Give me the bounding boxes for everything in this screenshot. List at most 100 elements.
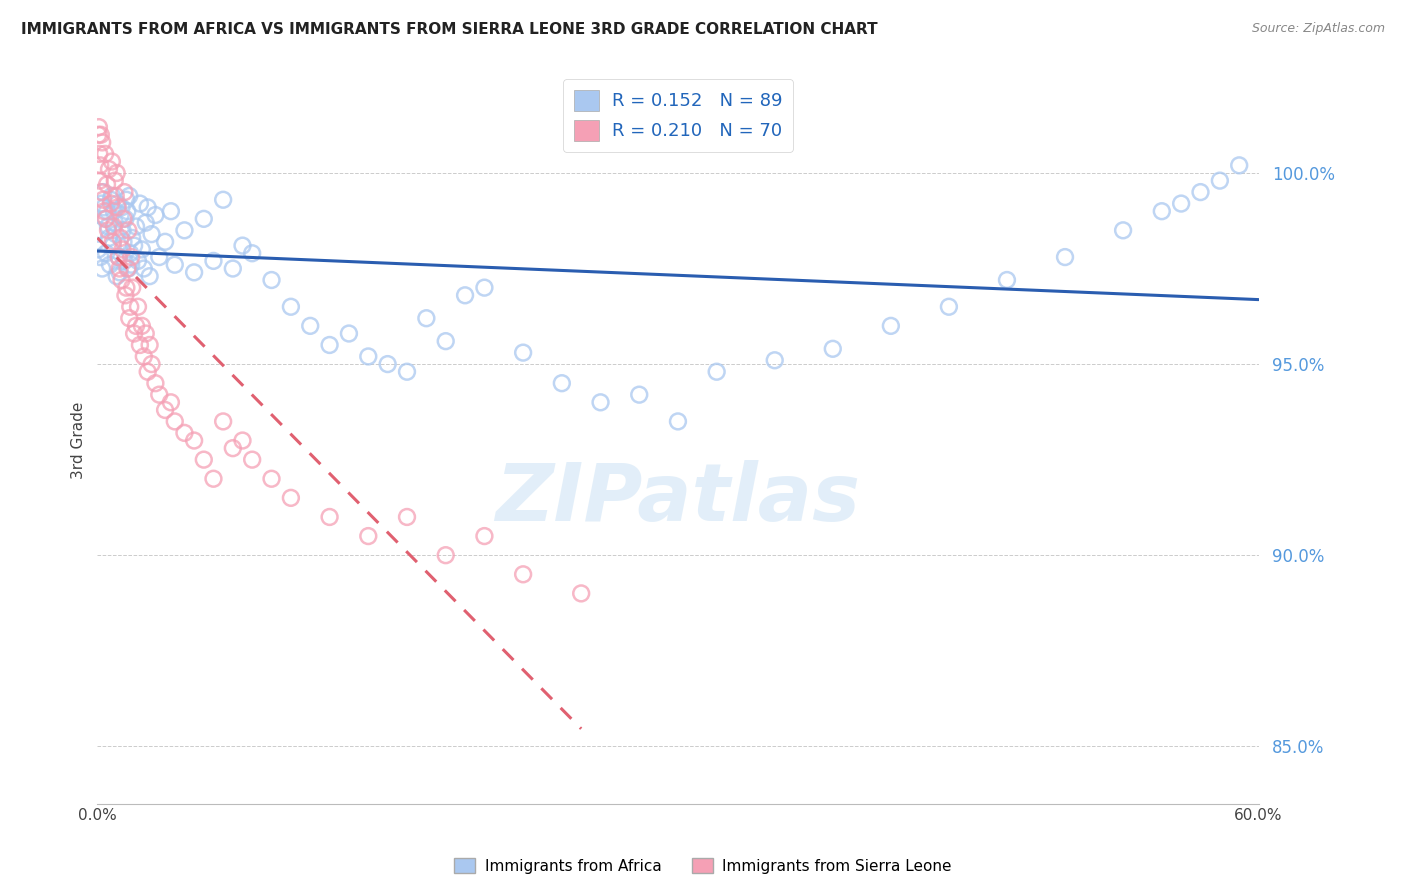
Point	[131, 243, 153, 257]
Point	[395, 365, 418, 379]
Point	[337, 326, 360, 341]
Point	[357, 350, 380, 364]
Point	[1150, 204, 1173, 219]
Point	[89, 174, 111, 188]
Point	[110, 200, 132, 214]
Point	[212, 414, 235, 428]
Point	[706, 365, 728, 379]
Point	[145, 208, 167, 222]
Point	[260, 273, 283, 287]
Text: ZIPatlas: ZIPatlas	[495, 459, 860, 538]
Point	[98, 258, 121, 272]
Point	[357, 529, 380, 543]
Point	[89, 147, 111, 161]
Point	[1209, 174, 1232, 188]
Point	[125, 318, 148, 333]
Point	[90, 185, 112, 199]
Point	[104, 216, 127, 230]
Point	[569, 586, 592, 600]
Point	[107, 250, 129, 264]
Point	[105, 269, 128, 284]
Point	[136, 365, 159, 379]
Point	[110, 273, 132, 287]
Point	[120, 300, 142, 314]
Point	[94, 147, 117, 161]
Point	[666, 414, 689, 428]
Point	[395, 510, 418, 524]
Point	[111, 243, 134, 257]
Point	[318, 338, 340, 352]
Point	[87, 128, 110, 142]
Point	[153, 403, 176, 417]
Point	[91, 261, 114, 276]
Point	[93, 200, 115, 214]
Point	[454, 288, 477, 302]
Point	[628, 387, 651, 401]
Point	[138, 338, 160, 352]
Point	[114, 288, 136, 302]
Point	[114, 253, 136, 268]
Point	[474, 280, 496, 294]
Point	[132, 350, 155, 364]
Point	[512, 567, 534, 582]
Point	[97, 231, 120, 245]
Point	[212, 193, 235, 207]
Point	[127, 300, 149, 314]
Point	[118, 311, 141, 326]
Point	[132, 261, 155, 276]
Point	[89, 158, 111, 172]
Point	[107, 250, 129, 264]
Point	[101, 235, 124, 249]
Point	[121, 231, 143, 245]
Point	[114, 185, 136, 199]
Point	[135, 216, 157, 230]
Point	[551, 376, 574, 391]
Point	[148, 387, 170, 401]
Point	[141, 357, 163, 371]
Point	[1112, 223, 1135, 237]
Point	[131, 318, 153, 333]
Point	[104, 189, 127, 203]
Point	[96, 178, 118, 192]
Point	[145, 376, 167, 391]
Point	[163, 414, 186, 428]
Point	[89, 250, 111, 264]
Point	[183, 434, 205, 448]
Point	[240, 452, 263, 467]
Point	[115, 193, 138, 207]
Point	[231, 434, 253, 448]
Point	[129, 196, 152, 211]
Point	[117, 204, 139, 219]
Point	[136, 200, 159, 214]
Point	[100, 196, 122, 211]
Point	[193, 211, 215, 226]
Point	[415, 311, 437, 326]
Point	[141, 227, 163, 241]
Point	[1227, 158, 1250, 172]
Point	[995, 273, 1018, 287]
Point	[153, 235, 176, 249]
Point	[103, 219, 125, 234]
Point	[129, 338, 152, 352]
Point	[127, 253, 149, 268]
Point	[122, 238, 145, 252]
Point	[183, 265, 205, 279]
Point	[97, 219, 120, 234]
Point	[101, 154, 124, 169]
Point	[160, 395, 183, 409]
Point	[101, 238, 124, 252]
Point	[474, 529, 496, 543]
Point	[105, 166, 128, 180]
Point	[1189, 185, 1212, 199]
Point	[160, 204, 183, 219]
Point	[100, 193, 122, 207]
Point	[112, 211, 135, 226]
Point	[91, 136, 114, 150]
Point	[222, 441, 245, 455]
Point	[173, 425, 195, 440]
Point	[260, 472, 283, 486]
Point	[125, 219, 148, 234]
Point	[240, 246, 263, 260]
Point	[115, 280, 138, 294]
Y-axis label: 3rd Grade: 3rd Grade	[72, 401, 86, 479]
